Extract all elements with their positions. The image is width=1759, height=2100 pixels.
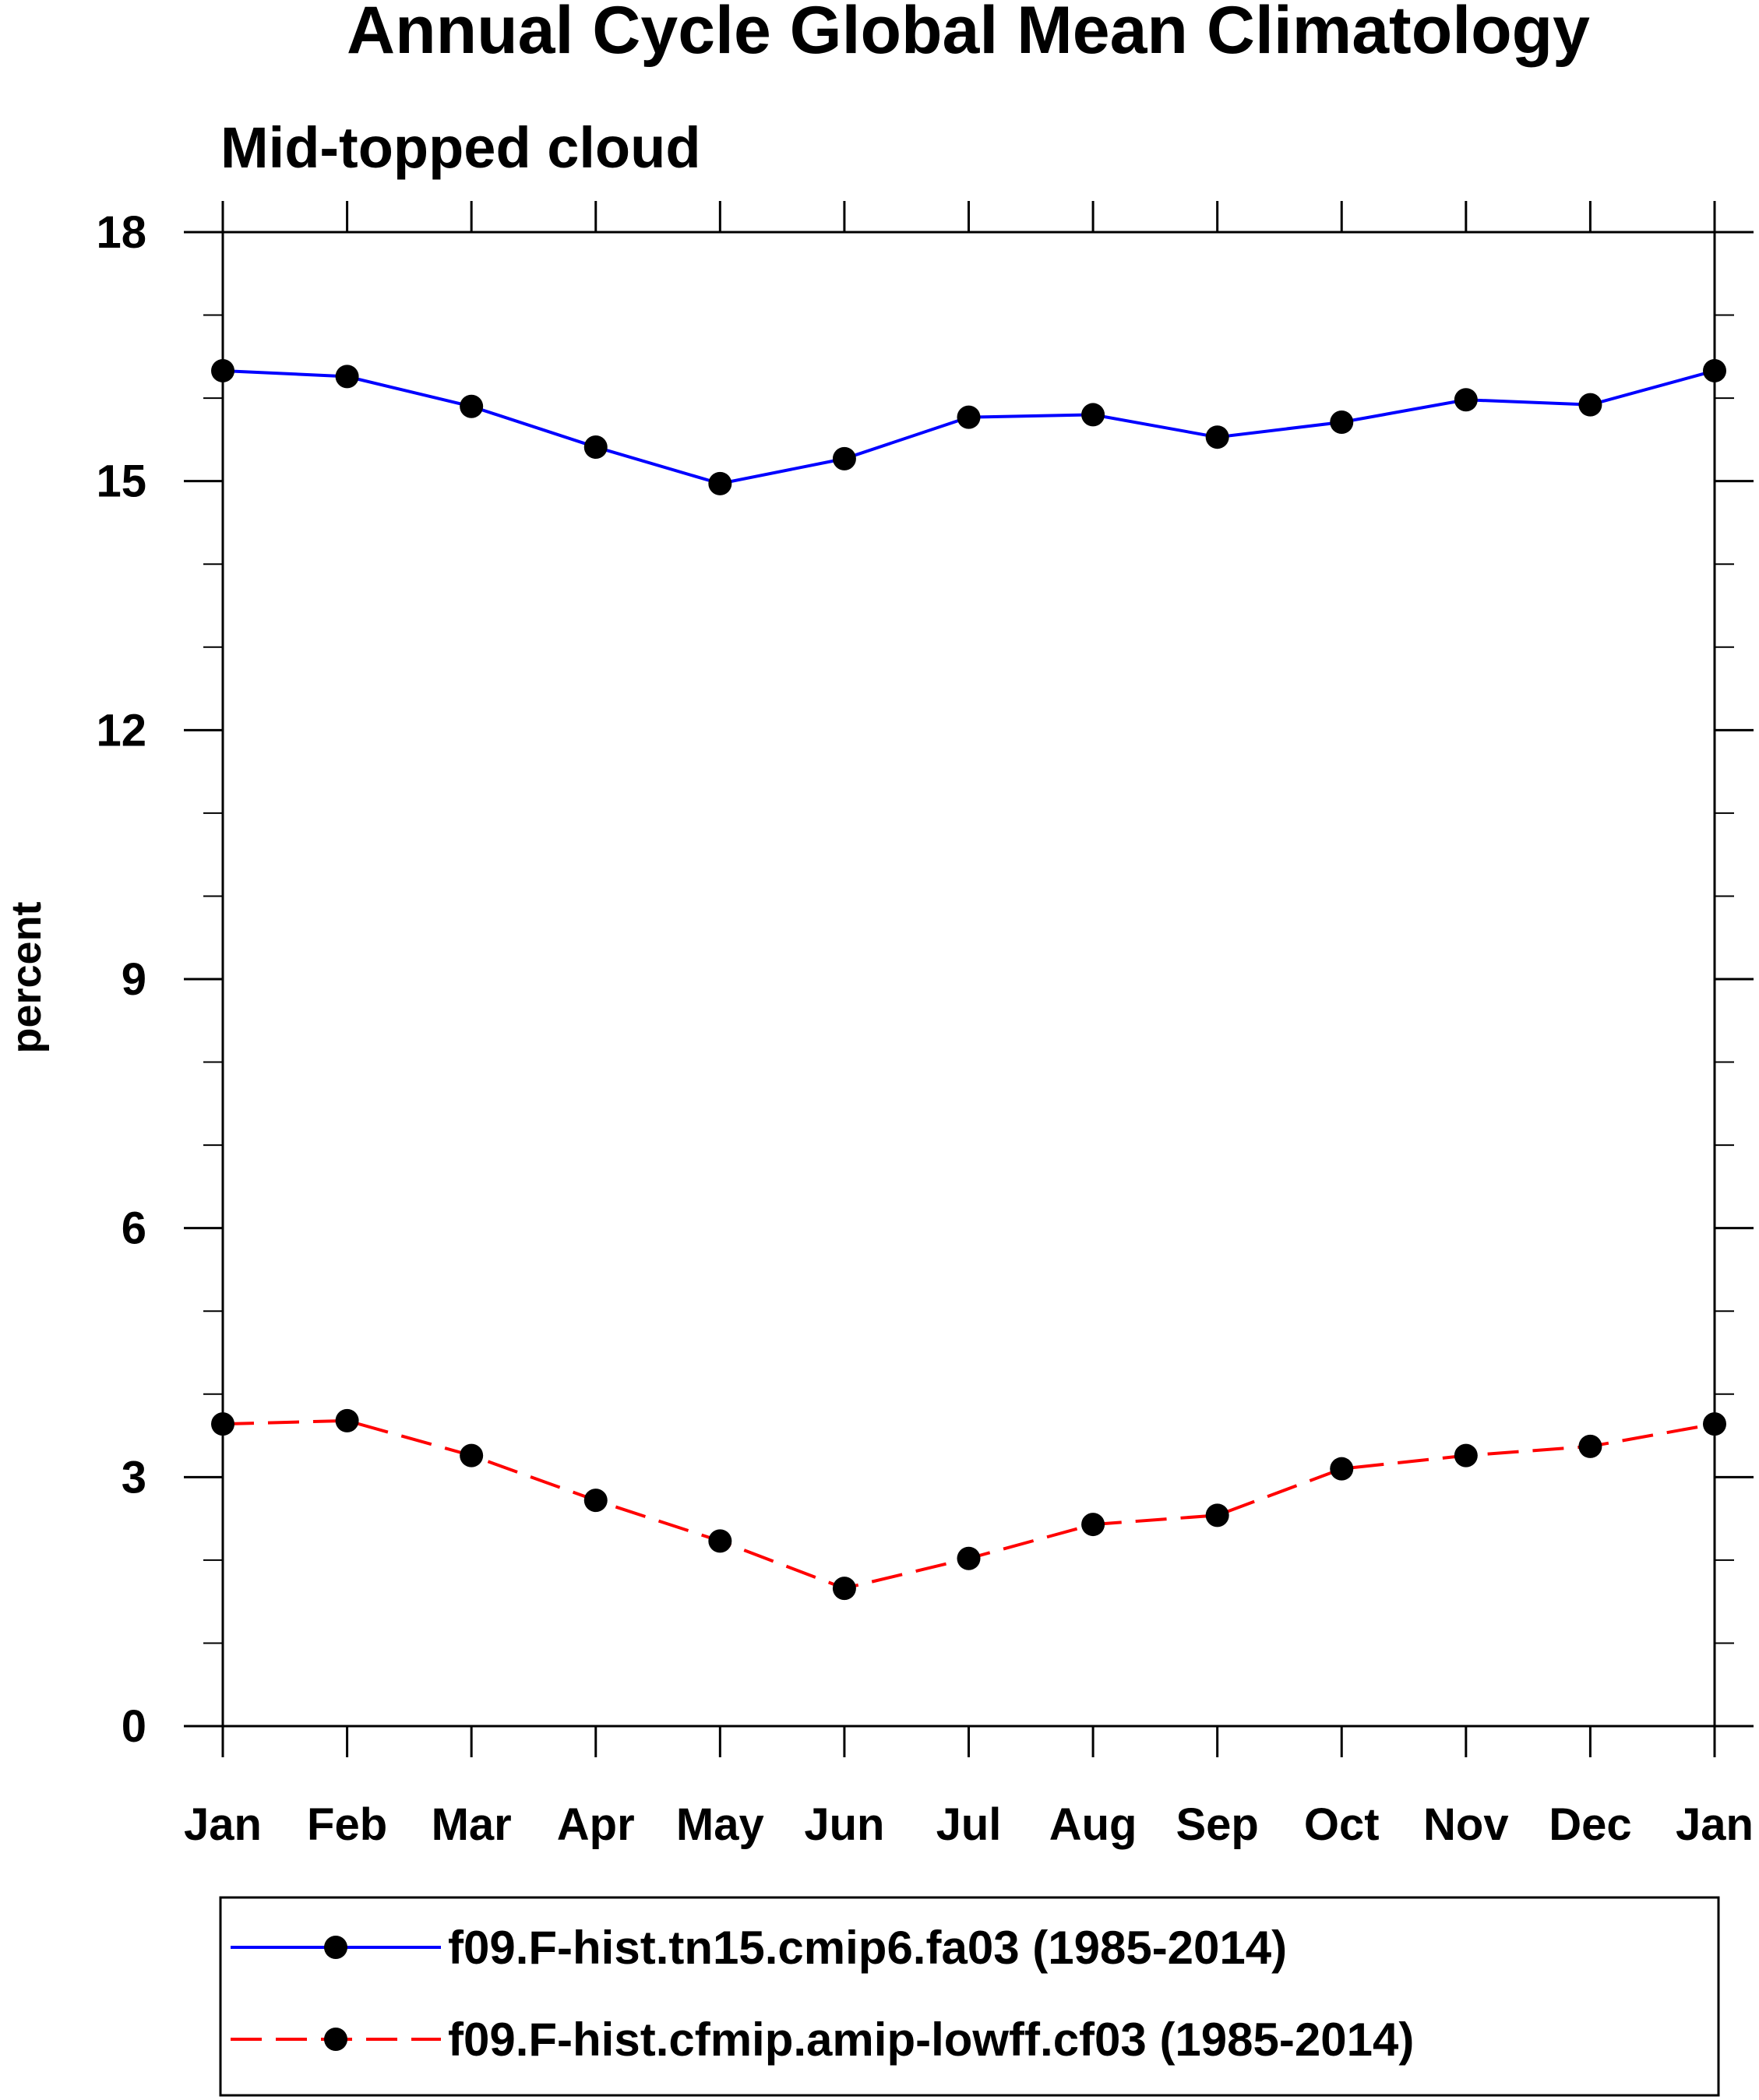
y-tick-label: 9 bbox=[122, 954, 146, 1005]
x-tick-label: Jul bbox=[936, 1799, 1002, 1850]
series-1-point bbox=[335, 365, 359, 389]
series-layer bbox=[211, 358, 1726, 1601]
series-1-point bbox=[460, 394, 484, 418]
series-2-point bbox=[832, 1577, 856, 1601]
series-2-point bbox=[1454, 1443, 1478, 1468]
x-tick-label: Oct bbox=[1304, 1799, 1380, 1850]
series-2-point bbox=[583, 1489, 608, 1513]
x-tick-label: Feb bbox=[307, 1799, 387, 1850]
series-2-point bbox=[708, 1529, 732, 1553]
plot-frame bbox=[221, 231, 1716, 1728]
y-tick-label: 3 bbox=[122, 1452, 146, 1503]
y-tick-label: 6 bbox=[122, 1203, 146, 1254]
x-tick-label: Apr bbox=[557, 1799, 635, 1850]
x-tick-label: Dec bbox=[1549, 1799, 1631, 1850]
y-tick-label: 0 bbox=[122, 1701, 146, 1752]
series-2-point bbox=[335, 1408, 359, 1432]
y-tick-label: 18 bbox=[96, 207, 146, 258]
chart-title: Annual Cycle Global Mean Climatology bbox=[347, 0, 1590, 68]
chart-subtitle: Mid-topped cloud bbox=[220, 115, 701, 180]
axis-ticks bbox=[184, 201, 1754, 1757]
series-1-point bbox=[1081, 403, 1105, 427]
legend-box bbox=[219, 1896, 1720, 2097]
series-1-point bbox=[832, 446, 856, 470]
series-2-point bbox=[1578, 1434, 1602, 1458]
series-1-point bbox=[1578, 393, 1602, 417]
y-tick-labels: 0 3 6 9 12 15 18 bbox=[96, 207, 146, 1752]
x-tick-label: May bbox=[676, 1799, 764, 1850]
y-axis-label: percent bbox=[3, 901, 50, 1053]
series-1-point bbox=[957, 405, 981, 429]
series-2-point bbox=[460, 1443, 484, 1468]
series-1-point bbox=[1330, 410, 1354, 435]
legend-marker-1 bbox=[324, 1936, 347, 1959]
x-tick-label: Aug bbox=[1049, 1799, 1137, 1850]
series-1-point bbox=[1454, 388, 1478, 412]
series-2-point bbox=[1081, 1513, 1105, 1537]
x-tick-label: Jun bbox=[804, 1799, 884, 1850]
x-tick-label: Mar bbox=[432, 1799, 512, 1850]
x-tick-label: Jan bbox=[184, 1799, 262, 1850]
legend-label-2: f09.F-hist.cfmip.amip-lowff.cf03 (1985-2… bbox=[448, 2014, 1414, 2066]
series-1-point bbox=[708, 471, 732, 495]
series-2-point bbox=[1205, 1503, 1229, 1527]
x-tick-label: Jan bbox=[1676, 1799, 1754, 1850]
legend: f09.F-hist.tn15.cmip6.fa03 (1985-2014) f0… bbox=[219, 1896, 1720, 2097]
series-2-point bbox=[1330, 1457, 1354, 1481]
series-1-point bbox=[583, 435, 608, 459]
legend-marker-2 bbox=[324, 2028, 347, 2051]
series-1-point bbox=[1205, 425, 1229, 449]
y-tick-label: 15 bbox=[96, 456, 146, 507]
y-tick-label: 12 bbox=[96, 705, 146, 756]
x-tick-label: Sep bbox=[1176, 1799, 1258, 1850]
x-tick-labels: Jan Feb Mar Apr May Jun Jul Aug Sep Oct Nov Dec Jan bbox=[184, 1799, 1754, 1850]
series-2-point bbox=[957, 1546, 981, 1570]
legend-label-1: f09.F-hist.tn15.cmip6.fa03 (1985-2014) bbox=[448, 1922, 1287, 1974]
x-tick-label: Nov bbox=[1423, 1799, 1509, 1850]
